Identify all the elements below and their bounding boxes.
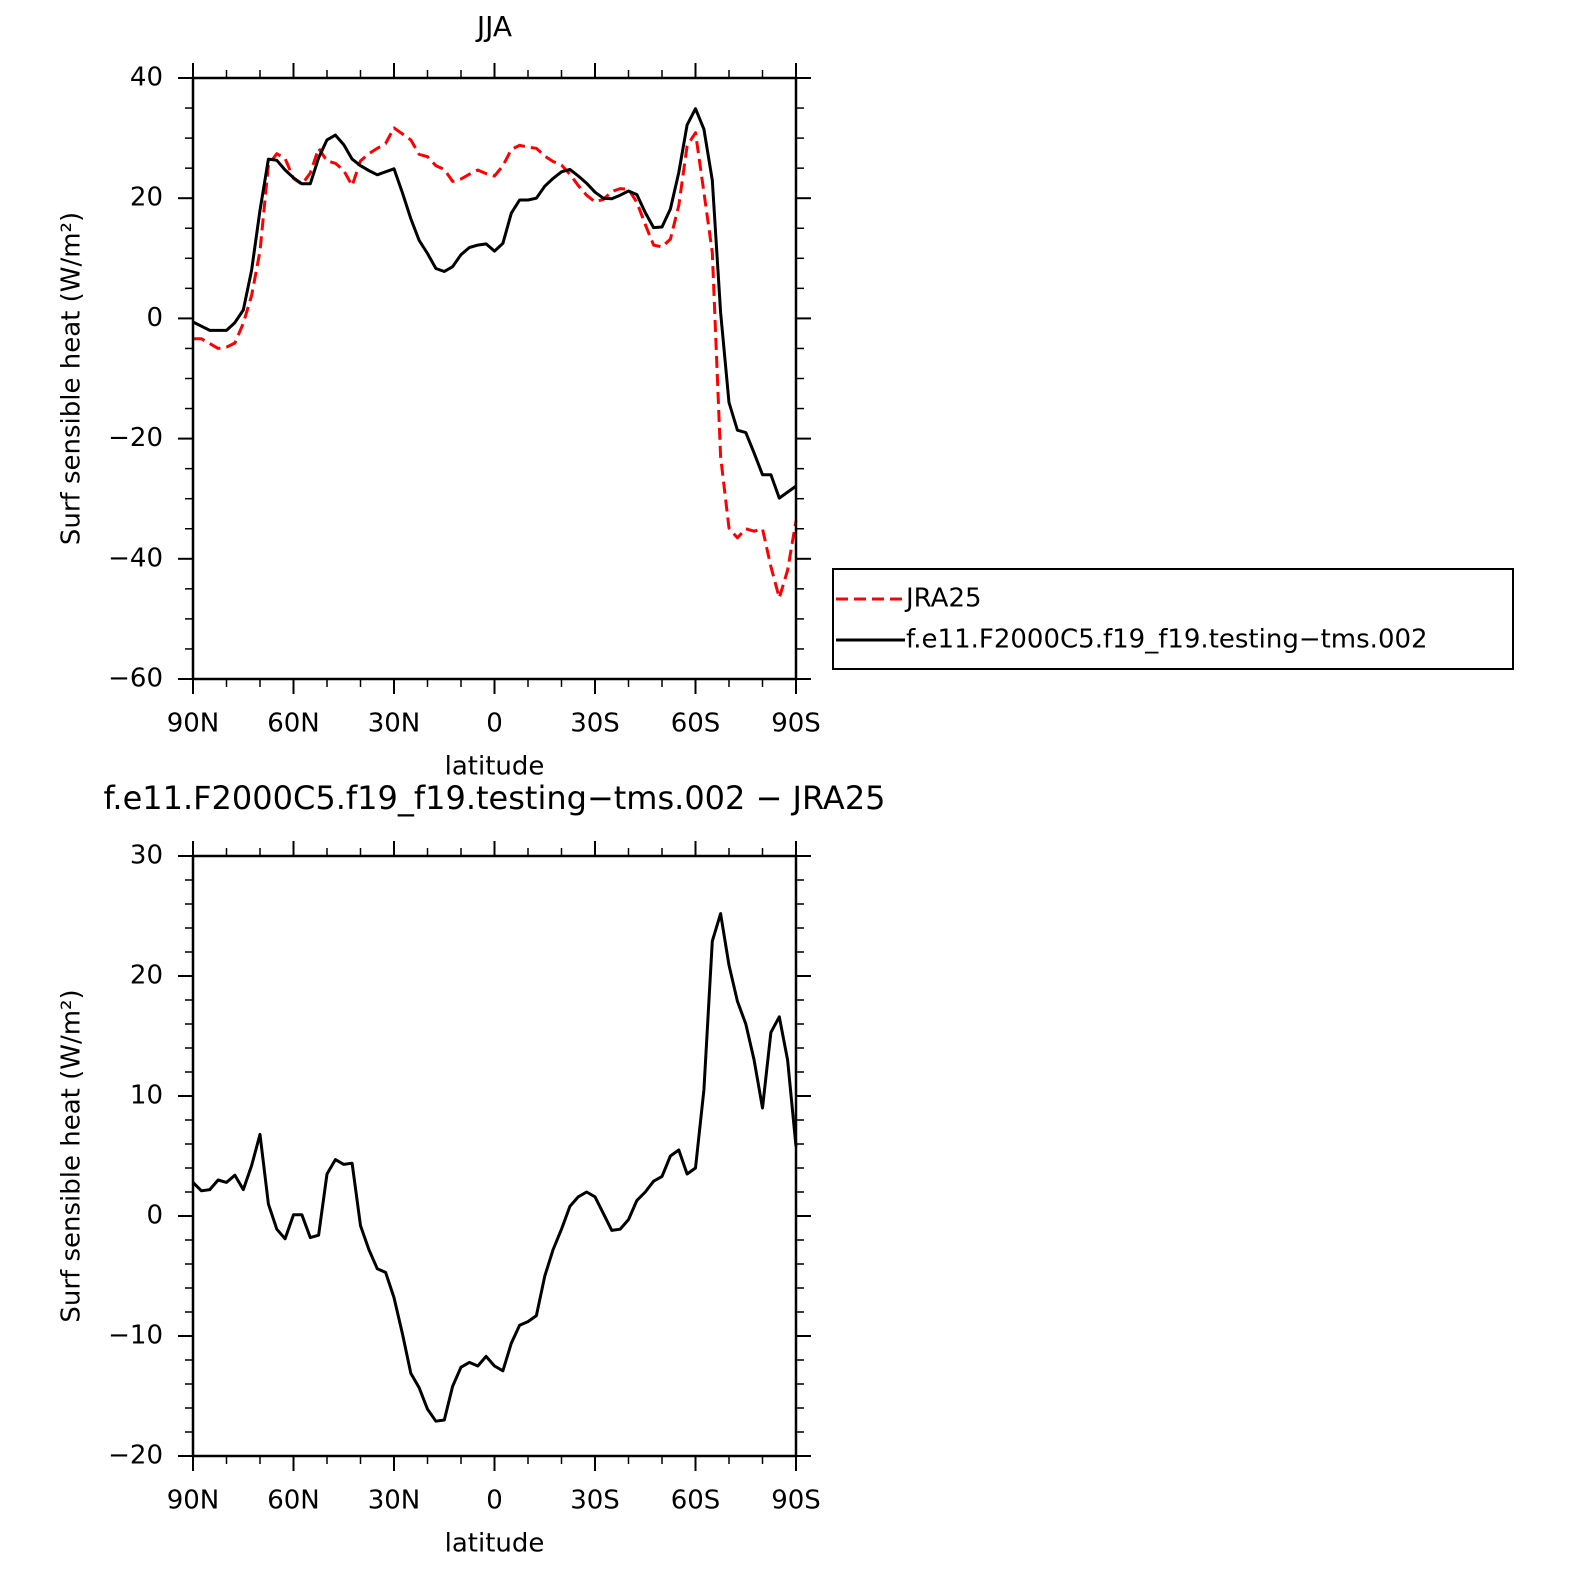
y-axis-label: Surf sensible heat (W/m²): [57, 989, 87, 1322]
x-tick-label: 90N: [167, 709, 220, 739]
x-tick-label: 60S: [671, 1486, 721, 1516]
x-tick-label: 90S: [771, 1486, 821, 1516]
x-tick-label: 90S: [771, 709, 821, 739]
x-tick-label: 60N: [267, 709, 320, 739]
data-line: [192, 107, 797, 500]
x-tick-label: 0: [486, 709, 503, 739]
x-axis-label: latitude: [445, 752, 545, 782]
legend-label: JRA25: [904, 584, 982, 614]
y-tick-label: −60: [108, 664, 163, 694]
x-axis-label: latitude: [445, 1529, 545, 1559]
y-tick-label: −40: [108, 543, 163, 573]
x-tick-label: 0: [486, 1486, 503, 1516]
y-tick-label: −10: [108, 1321, 163, 1351]
chart-title: f.e11.F2000C5.f19_f19.testing−tms.002 − …: [103, 779, 885, 817]
x-tick-label: 60S: [671, 709, 721, 739]
x-tick-label: 60N: [267, 1486, 320, 1516]
x-tick-label: 90N: [167, 1486, 220, 1516]
x-tick-label: 30S: [570, 1486, 620, 1516]
y-tick-label: 0: [146, 1201, 163, 1231]
y-tick-label: 30: [130, 841, 163, 871]
y-tick-label: 40: [130, 63, 163, 93]
x-tick-label: 30N: [368, 709, 421, 739]
y-tick-label: −20: [108, 423, 163, 453]
y-tick-label: 10: [130, 1081, 163, 1111]
y-tick-label: −20: [108, 1441, 163, 1471]
y-tick-label: 0: [146, 303, 163, 333]
x-tick-label: 30S: [570, 709, 620, 739]
data-line: [193, 126, 798, 600]
plot-frame: [191, 76, 798, 681]
y-tick-label: 20: [130, 961, 163, 991]
y-axis-label: Surf sensible heat (W/m²): [57, 212, 87, 545]
y-tick-label: 20: [130, 183, 163, 213]
plot-frame: [191, 854, 798, 1458]
chart-title: JJA: [475, 10, 512, 43]
legend-box: [832, 568, 1514, 670]
data-line: [191, 912, 798, 1423]
legend-label: f.e11.F2000C5.f19_f19.testing−tms.002: [906, 625, 1428, 655]
x-tick-label: 30N: [368, 1486, 421, 1516]
